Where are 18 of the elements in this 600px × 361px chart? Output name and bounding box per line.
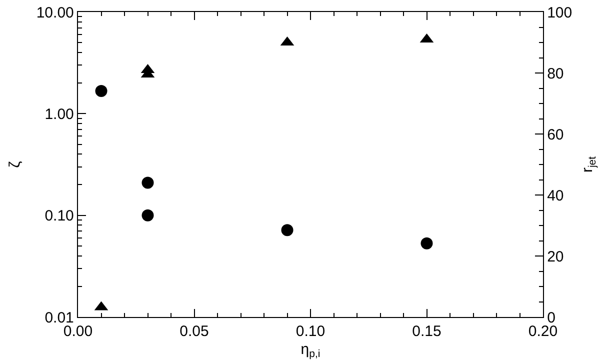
point (142, 176, 154, 189)
point (95, 85, 108, 98)
x-tick-label: 0.10 (296, 323, 326, 340)
y-tick-label: 10.00 (36, 4, 74, 22)
y-tick-label: 0.10 (44, 208, 74, 225)
y2-tick-label: 100 (547, 4, 572, 22)
y2-tick-label: 60 (547, 126, 564, 144)
point (142, 209, 154, 222)
point (420, 237, 433, 250)
x-tick-label: 0.05 (180, 323, 209, 340)
y-tick-label: 1.00 (44, 106, 74, 123)
y2-tick-label: 20 (547, 248, 564, 266)
x-axis-title: η$_{p,i}$ (300, 341, 320, 360)
y2-tick-label: 40 (547, 187, 564, 204)
y-axis-title: ζ (6, 160, 24, 168)
point (281, 224, 294, 236)
y2-tick-label: 80 (547, 65, 564, 82)
x-tick-label: 0.15 (412, 323, 442, 340)
